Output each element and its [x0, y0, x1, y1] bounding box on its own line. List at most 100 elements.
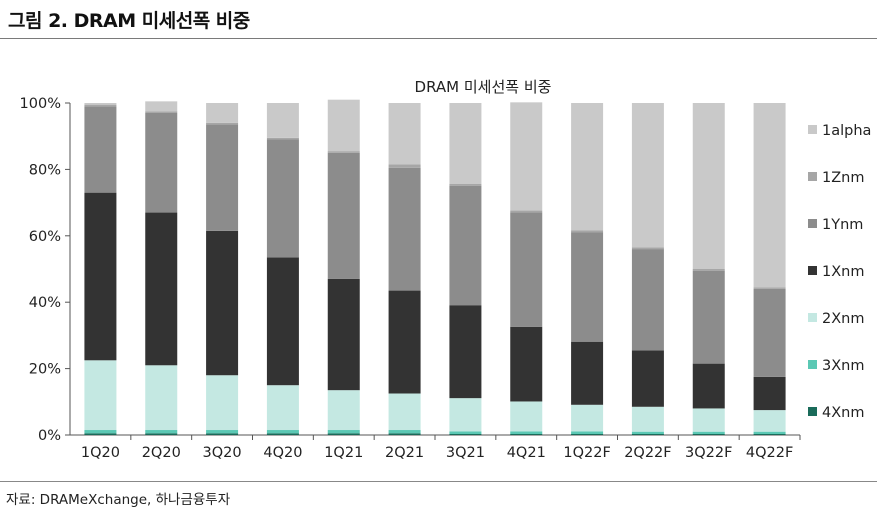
bar-segment-1znm	[206, 122, 239, 125]
bar-segment-1xnm	[631, 350, 664, 407]
bar-segment-1xnm	[510, 326, 543, 402]
bar-segment-2xnm	[510, 401, 543, 432]
legend-label: 3Xnm	[822, 358, 864, 374]
bar-segment-1znm	[510, 210, 543, 213]
bar-segment-1znm	[571, 230, 604, 233]
x-tick-label: 2Q22F	[624, 445, 671, 461]
y-tick-label: 0%	[38, 428, 61, 444]
bar-segment-2xnm	[388, 393, 421, 431]
bar-segment-2xnm	[753, 410, 786, 432]
bar-segment-1ynm	[449, 185, 482, 306]
bar-segment-2xnm	[571, 404, 604, 432]
bar-segment-4xnm	[145, 433, 178, 435]
bar-segment-1ynm	[631, 249, 664, 351]
bar-segment-1ynm	[753, 288, 786, 377]
bar-segment-1ynm	[206, 124, 239, 231]
bar-segment-1alpha	[631, 103, 664, 248]
bar-segment-4xnm	[631, 434, 664, 435]
bar-segment-1ynm	[84, 106, 117, 193]
legend-label: 1alpha	[822, 123, 871, 139]
x-tick-label: 1Q22F	[563, 445, 610, 461]
bar-segment-4xnm	[753, 434, 786, 435]
bar-segment-2xnm	[84, 360, 117, 431]
bar-segment-1znm	[145, 111, 178, 113]
bar-segment-1ynm	[510, 212, 543, 327]
y-tick-label: 60%	[29, 229, 61, 245]
bar-segment-3xnm	[631, 431, 664, 435]
bar-segment-1znm	[84, 104, 117, 107]
bar-segment-1xnm	[753, 376, 786, 411]
legend-swatch	[808, 407, 817, 416]
bar-segment-4xnm	[510, 434, 543, 435]
bar-segment-1znm	[692, 269, 725, 271]
bar-segment-1znm	[449, 184, 482, 186]
x-tick-label: 1Q20	[81, 445, 120, 461]
bar-segment-4xnm	[206, 433, 239, 435]
bar-segment-1ynm	[327, 152, 360, 279]
bar-segment-2xnm	[145, 365, 178, 431]
figure-title: 그림 2. DRAM 미세선폭 비중	[8, 10, 250, 32]
x-tick-label: 2Q20	[142, 445, 181, 461]
bar-segment-1xnm	[327, 278, 360, 391]
x-tick-label: 4Q22F	[746, 445, 793, 461]
x-tick-label: 1Q21	[324, 445, 363, 461]
bar-segment-2xnm	[206, 375, 239, 431]
bar-segment-4xnm	[327, 433, 360, 435]
bar-segment-1znm	[388, 164, 421, 168]
bars	[84, 99, 786, 435]
bar-segment-3xnm	[388, 430, 421, 434]
bar-segment-1xnm	[449, 305, 482, 399]
bar-segment-2xnm	[449, 398, 482, 432]
bar-segment-4xnm	[449, 434, 482, 435]
legend-label: 1Xnm	[822, 264, 864, 280]
bar-segment-1znm	[631, 247, 664, 250]
bar-segment-1ynm	[388, 167, 421, 291]
legend-swatch	[808, 313, 817, 322]
legend-label: 1Ynm	[822, 217, 863, 233]
bar-segment-4xnm	[388, 433, 421, 435]
bar-segment-3xnm	[692, 431, 725, 435]
bar-segment-3xnm	[206, 430, 239, 434]
bar-segment-1ynm	[145, 112, 178, 213]
bar-segment-1xnm	[571, 341, 604, 405]
bar-segment-1ynm	[571, 232, 604, 342]
axes: 0% 20% 40% 60% 80% 100% 1Q20 2Q20 3Q20 4Q20 1Q21 2Q…	[20, 96, 801, 461]
bar-segment-1xnm	[84, 192, 117, 361]
bar-segment-3xnm	[145, 430, 178, 434]
bar-segment-3xnm	[510, 431, 543, 435]
bar-segment-1alpha	[510, 102, 543, 211]
bar-segment-1xnm	[145, 212, 178, 366]
bar-segment-3xnm	[449, 431, 482, 435]
title-divider	[0, 38, 877, 39]
stacked-bar-chart: DRAM 미세선폭 비중 0% 20% 40% 60% 80% 100% 1Q20 2Q20 3…	[20, 78, 872, 461]
legend-swatch	[808, 125, 817, 134]
bar-segment-2xnm	[266, 385, 299, 431]
bar-segment-3xnm	[84, 430, 117, 434]
bar-segment-1xnm	[692, 363, 725, 409]
bar-segment-1alpha	[753, 103, 786, 288]
bar-segment-4xnm	[692, 434, 725, 435]
x-tick-label: 3Q21	[446, 445, 485, 461]
bar-segment-3xnm	[327, 430, 360, 434]
x-tick-label: 4Q20	[263, 445, 302, 461]
chart-title: DRAM 미세선폭 비중	[415, 78, 552, 96]
bar-segment-3xnm	[571, 431, 604, 435]
bar-segment-1ynm	[692, 270, 725, 364]
y-tick-label: 100%	[20, 96, 61, 112]
legend-swatch	[808, 266, 817, 275]
source-note: 자료: DRAMeXchange, 하나금융투자	[6, 492, 231, 508]
source-divider	[0, 481, 877, 482]
legend-label: 4Xnm	[822, 405, 864, 421]
y-tick-label: 80%	[29, 162, 61, 178]
bar-segment-1ynm	[266, 139, 299, 258]
x-tick-label: 3Q20	[203, 445, 242, 461]
legend-swatch	[808, 360, 817, 369]
y-tick-label: 20%	[29, 362, 61, 378]
bar-segment-3xnm	[266, 430, 299, 434]
bar-segment-1alpha	[84, 103, 117, 105]
bar-segment-1alpha	[206, 103, 239, 123]
bar-segment-1alpha	[327, 99, 360, 152]
legend-swatch	[808, 219, 817, 228]
bar-segment-1alpha	[571, 103, 604, 231]
bar-segment-1alpha	[692, 103, 725, 269]
